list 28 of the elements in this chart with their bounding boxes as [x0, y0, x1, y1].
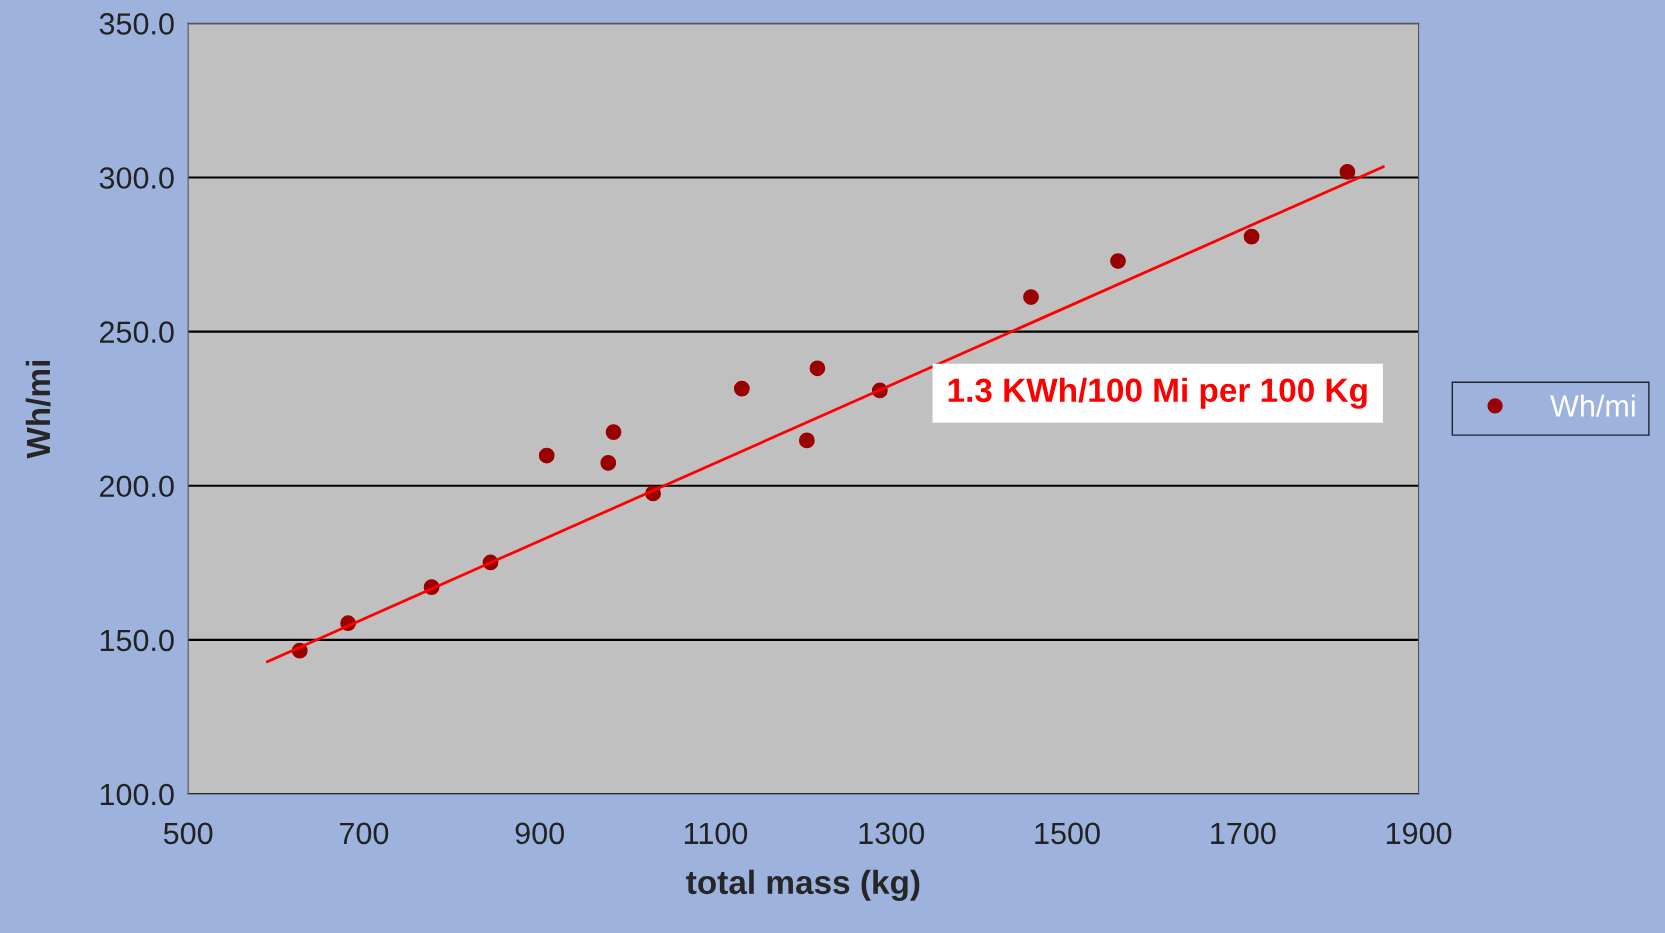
point	[799, 432, 815, 449]
y-tick-label: 350.0	[99, 13, 174, 35]
legend-label: Wh/mi	[1550, 394, 1635, 417]
x-tick-label: 500	[163, 822, 213, 845]
y-tick-label: 300.0	[99, 167, 174, 189]
x-tick-label: 1500	[1035, 822, 1100, 845]
point	[538, 447, 555, 464]
annotation: 1.3 KWh/100 Mi per 100 Kg	[948, 377, 1367, 409]
point	[809, 360, 826, 377]
x-tick-label: 900	[515, 822, 564, 845]
y-axis-title: Wh/mi	[25, 361, 51, 459]
x-tick-label: 1700	[1211, 822, 1276, 845]
y-tick-label: 100.0	[100, 783, 174, 806]
x-tick-label: 700	[340, 822, 389, 845]
y-tick-label: 250.0	[100, 321, 174, 343]
point	[1243, 228, 1260, 245]
x-tick-label: 1100	[684, 822, 748, 845]
x-tick-label: 1900	[1386, 822, 1452, 845]
x-tick-label: 1300	[859, 822, 925, 845]
point	[600, 455, 617, 471]
point	[1023, 289, 1039, 305]
x-axis-title: total mass (kg)	[686, 869, 920, 901]
y-tick-label: 200.0	[100, 475, 174, 498]
point	[605, 424, 622, 440]
point	[733, 380, 750, 397]
point	[1339, 164, 1356, 180]
point	[1110, 253, 1126, 269]
y-tick-label: 150.0	[100, 629, 174, 652]
